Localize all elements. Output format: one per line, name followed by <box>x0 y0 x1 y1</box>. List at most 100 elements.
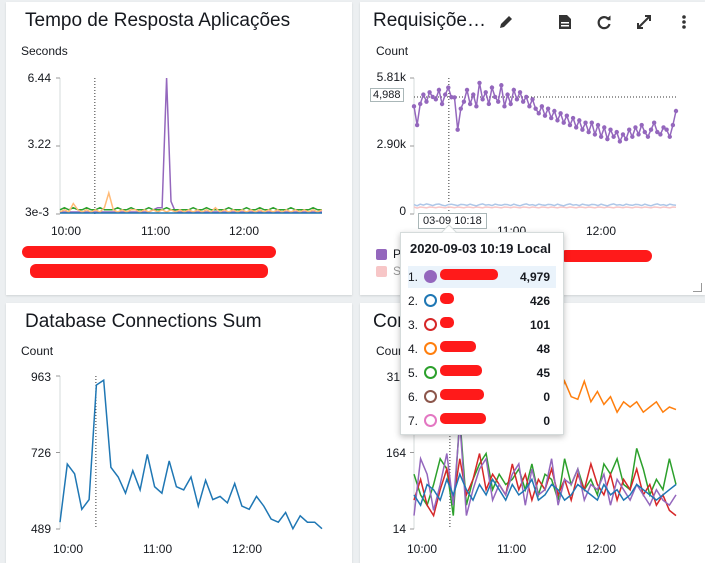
tooltip-row: 6. 0 <box>408 386 556 408</box>
redacted-legend <box>560 250 652 262</box>
tooltip-arrow <box>441 224 457 233</box>
series-point <box>670 122 676 128</box>
series-point <box>636 132 641 137</box>
y-tick: 164 <box>385 446 406 460</box>
series-point <box>630 134 635 139</box>
series-point <box>542 113 548 118</box>
tooltip-row-value: 48 <box>536 342 550 356</box>
more-icon[interactable] <box>674 12 694 32</box>
x-tick: 10:00 <box>53 542 84 556</box>
legend-label[interactable]: S <box>393 264 402 278</box>
series-point <box>446 85 451 90</box>
legend-label[interactable]: P <box>393 247 402 261</box>
tooltip-row: 7. 0 <box>408 410 556 432</box>
tooltip-row-value: 101 <box>529 318 550 332</box>
series-point <box>458 106 463 111</box>
y-tick: 0 <box>399 204 406 218</box>
series-point <box>567 122 573 128</box>
series-point <box>648 127 654 132</box>
tooltip-row-index: 4. <box>408 342 419 356</box>
tooltip-row-index: 5. <box>408 366 419 380</box>
series-line-orange <box>59 190 323 213</box>
refresh-icon[interactable] <box>594 12 614 32</box>
series-point <box>545 106 551 111</box>
series-line-connections <box>59 378 323 531</box>
tooltip-row-index: 7. <box>408 414 419 428</box>
series-point <box>577 118 582 123</box>
resize-handle[interactable] <box>693 283 702 292</box>
con-chart[interactable] <box>410 375 677 530</box>
x-tick: 11:00 <box>143 542 173 556</box>
y-tick: 489 <box>30 522 51 536</box>
series-point <box>467 101 473 107</box>
series-point <box>427 90 432 95</box>
series-point <box>633 125 638 130</box>
series-point <box>602 125 607 130</box>
series-point <box>608 127 613 132</box>
series-line-green <box>59 206 322 211</box>
series-point <box>486 101 492 107</box>
series-point <box>667 134 672 139</box>
series-line-S <box>413 206 677 209</box>
y-axis-unit: Count <box>21 344 54 358</box>
series-point <box>605 136 610 142</box>
y-tick: 5.81k <box>376 70 406 84</box>
series-point <box>418 101 423 107</box>
panel-title: Database Connections Sum <box>25 311 262 332</box>
redacted-series-name <box>440 269 498 280</box>
x-tick: 12:00 <box>586 542 617 556</box>
y-tick: 3.22 <box>27 137 51 151</box>
series-point <box>477 80 482 86</box>
redacted-series-name <box>440 341 476 352</box>
redacted-series-name <box>440 389 484 400</box>
series-point <box>549 115 554 121</box>
series-point <box>508 101 513 107</box>
y-tick: 31 <box>386 370 400 384</box>
data-tooltip: 2020-09-03 10:19 Local 1. 4,979 2. 426 3. 101… <box>400 224 564 435</box>
x-tick: 10:00 <box>51 224 82 238</box>
y-tick: 6.44 <box>27 71 51 85</box>
series-point <box>623 136 629 142</box>
series-point <box>595 122 601 128</box>
series-point <box>471 92 476 97</box>
series-marker-icon <box>424 270 437 283</box>
series-line-blue <box>413 472 677 507</box>
series-point <box>586 129 591 135</box>
series-marker-icon <box>424 390 437 403</box>
tooltip-row-value: 45 <box>536 366 550 380</box>
series-point <box>539 104 545 109</box>
series-point <box>524 94 529 100</box>
panel-title: Tempo de Resposta Aplicações <box>25 10 291 31</box>
series-point <box>464 87 470 93</box>
requests-chart[interactable] <box>410 77 679 215</box>
y-tick: 3e-3 <box>24 205 49 219</box>
series-point <box>439 101 445 107</box>
tooltip-row-index: 2. <box>408 294 419 308</box>
x-tick: 10:00 <box>407 542 438 556</box>
redacted-series-name <box>440 293 454 304</box>
series-point <box>661 125 666 130</box>
series-point <box>442 92 448 97</box>
x-tick: 11:00 <box>141 224 171 238</box>
expand-icon[interactable] <box>634 12 654 32</box>
series-line-light-blue <box>413 203 677 207</box>
pencil-icon[interactable] <box>496 12 516 32</box>
tooltip-row-value: 0 <box>543 390 550 404</box>
series-point <box>502 104 507 109</box>
series-point <box>480 97 485 102</box>
series-point <box>449 95 454 100</box>
panel-db-connections: Database Connections Sum Count 963 726 4… <box>6 303 352 563</box>
series-line-purple <box>413 422 677 516</box>
db-connections-chart[interactable] <box>56 375 323 531</box>
cursor-time-badge: 03-09 10:18 <box>418 213 487 229</box>
panel-title: Requisiçõe… <box>373 10 486 31</box>
series-point <box>414 122 420 128</box>
document-icon[interactable] <box>555 12 575 32</box>
series-point <box>552 108 557 114</box>
response-time-chart[interactable] <box>56 77 323 215</box>
series-point <box>589 120 594 125</box>
series-point <box>499 83 504 88</box>
tooltip-row-index: 6. <box>408 390 419 404</box>
series-point <box>424 99 429 104</box>
y-tick: 726 <box>30 446 51 460</box>
